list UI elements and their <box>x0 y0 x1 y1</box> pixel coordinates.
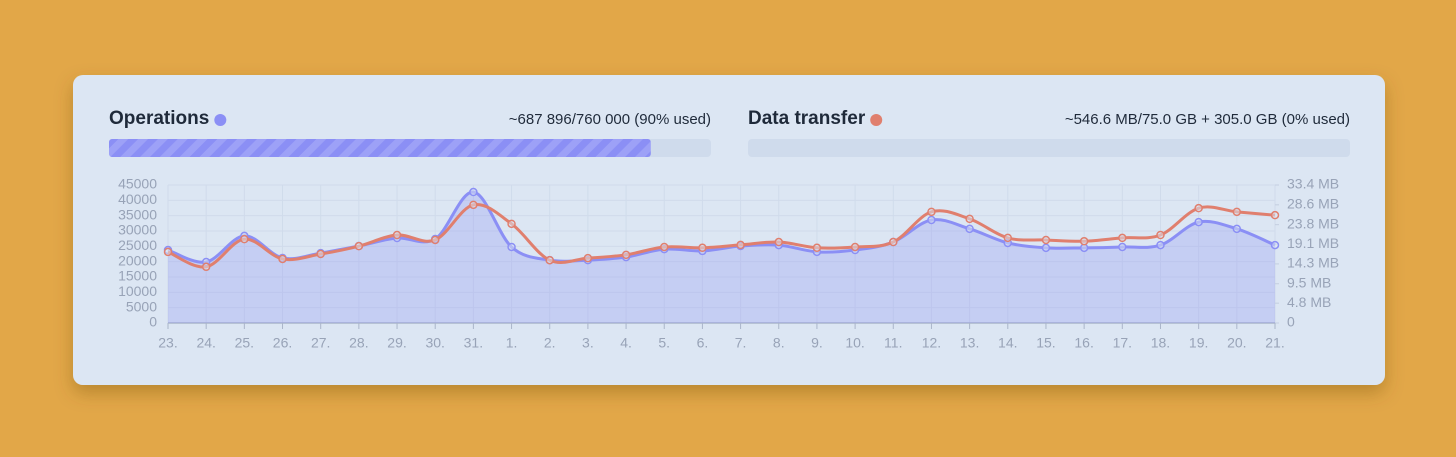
x-tick-label: 7. <box>735 335 747 351</box>
point <box>1194 203 1203 213</box>
point <box>1194 217 1203 227</box>
point <box>889 237 898 247</box>
point <box>507 219 516 229</box>
progress-fill <box>109 139 651 157</box>
point <box>583 253 593 263</box>
point <box>430 235 440 245</box>
x-tick-label: 29. <box>387 335 406 351</box>
point <box>850 242 860 252</box>
point <box>163 247 173 257</box>
point <box>507 242 516 252</box>
x-tick-label: 19. <box>1189 335 1208 351</box>
point <box>1041 243 1051 253</box>
point <box>201 262 211 272</box>
point <box>1041 235 1051 245</box>
y2-tick-label: 23.8 MB <box>1287 215 1339 231</box>
legend-dot <box>214 114 227 126</box>
y-tick-label: 25000 <box>118 237 157 253</box>
x-tick-label: 14. <box>998 335 1017 351</box>
y2-tick-label: 0 <box>1287 314 1295 330</box>
point <box>621 250 631 260</box>
panel-title: Data transfer <box>748 108 866 129</box>
point <box>1270 240 1280 250</box>
x-tick-label: 1. <box>506 335 518 351</box>
x-tick-label: 24. <box>196 335 215 351</box>
point <box>659 242 669 252</box>
legend-dot <box>870 114 883 126</box>
x-tick-label: 30. <box>425 335 444 351</box>
x-tick-label: 25. <box>235 335 254 351</box>
point <box>812 243 822 253</box>
y-tick-label: 35000 <box>118 206 157 222</box>
point <box>354 241 364 251</box>
panel-title: Operations <box>109 108 209 129</box>
point <box>1232 224 1242 234</box>
point <box>927 215 936 225</box>
x-tick-label: 8. <box>773 335 785 351</box>
x-tick-label: 2. <box>544 335 556 351</box>
point <box>545 255 554 265</box>
x-tick-label: 9. <box>811 335 823 351</box>
x-tick-label: 6. <box>697 335 709 351</box>
x-tick-label: 26. <box>273 335 292 351</box>
point <box>316 249 325 259</box>
y2-tick-label: 33.4 MB <box>1287 176 1339 192</box>
point <box>1270 210 1280 220</box>
x-tick-label: 21. <box>1265 335 1284 351</box>
y-tick-label: 15000 <box>118 268 157 284</box>
x-tick-label: 10. <box>845 335 864 351</box>
x-tick-label: 23. <box>158 335 177 351</box>
x-tick-label: 5. <box>658 335 670 351</box>
point <box>278 254 287 264</box>
y2-tick-label: 19.1 MB <box>1287 235 1339 251</box>
y2-tick-label: 4.8 MB <box>1287 294 1331 310</box>
point <box>965 224 974 234</box>
x-tick-label: 27. <box>311 335 330 351</box>
point <box>774 237 784 247</box>
point <box>736 240 745 250</box>
point <box>927 207 936 217</box>
y-tick-label: 10000 <box>118 283 157 299</box>
area <box>168 192 1275 323</box>
x-tick-label: 11. <box>884 335 902 351</box>
y-tick-label: 40000 <box>118 191 157 207</box>
point <box>1118 233 1127 243</box>
point <box>965 214 974 224</box>
point <box>1156 230 1165 240</box>
point <box>1079 236 1089 246</box>
y-tick-label: 45000 <box>118 176 157 192</box>
point <box>698 243 707 253</box>
y-tick-label: 20000 <box>118 252 157 268</box>
usage-text: ~546.6 MB/75.0 GB + 305.0 GB (0% used) <box>1065 111 1350 128</box>
point <box>240 234 249 244</box>
x-tick-label: 3. <box>582 335 594 351</box>
y2-tick-label: 14.3 MB <box>1287 255 1339 271</box>
point <box>1232 207 1242 217</box>
x-tick-label: 20. <box>1227 335 1246 351</box>
y-tick-label: 5000 <box>126 298 157 314</box>
y2-tick-label: 9.5 MB <box>1287 274 1331 290</box>
y2-tick-label: 28.6 MB <box>1287 196 1339 212</box>
y-tick-label: 0 <box>149 314 157 330</box>
x-tick-label: 18. <box>1151 335 1170 351</box>
point <box>469 187 478 197</box>
usage-text: ~687 896/760 000 (90% used) <box>509 111 711 128</box>
x-tick-label: 12. <box>922 335 941 351</box>
x-tick-label: 13. <box>960 335 979 351</box>
y-tick-label: 30000 <box>118 222 157 238</box>
x-tick-label: 31. <box>464 335 483 351</box>
progress-track <box>748 139 1350 157</box>
point <box>469 200 478 210</box>
point <box>392 230 402 240</box>
x-tick-label: 16. <box>1074 335 1093 351</box>
x-tick-label: 15. <box>1036 335 1055 351</box>
point <box>1003 233 1013 243</box>
x-tick-label: 4. <box>620 335 632 351</box>
x-tick-label: 17. <box>1113 335 1132 351</box>
x-tick-label: 28. <box>349 335 368 351</box>
point <box>1156 240 1165 250</box>
point <box>1118 242 1127 252</box>
